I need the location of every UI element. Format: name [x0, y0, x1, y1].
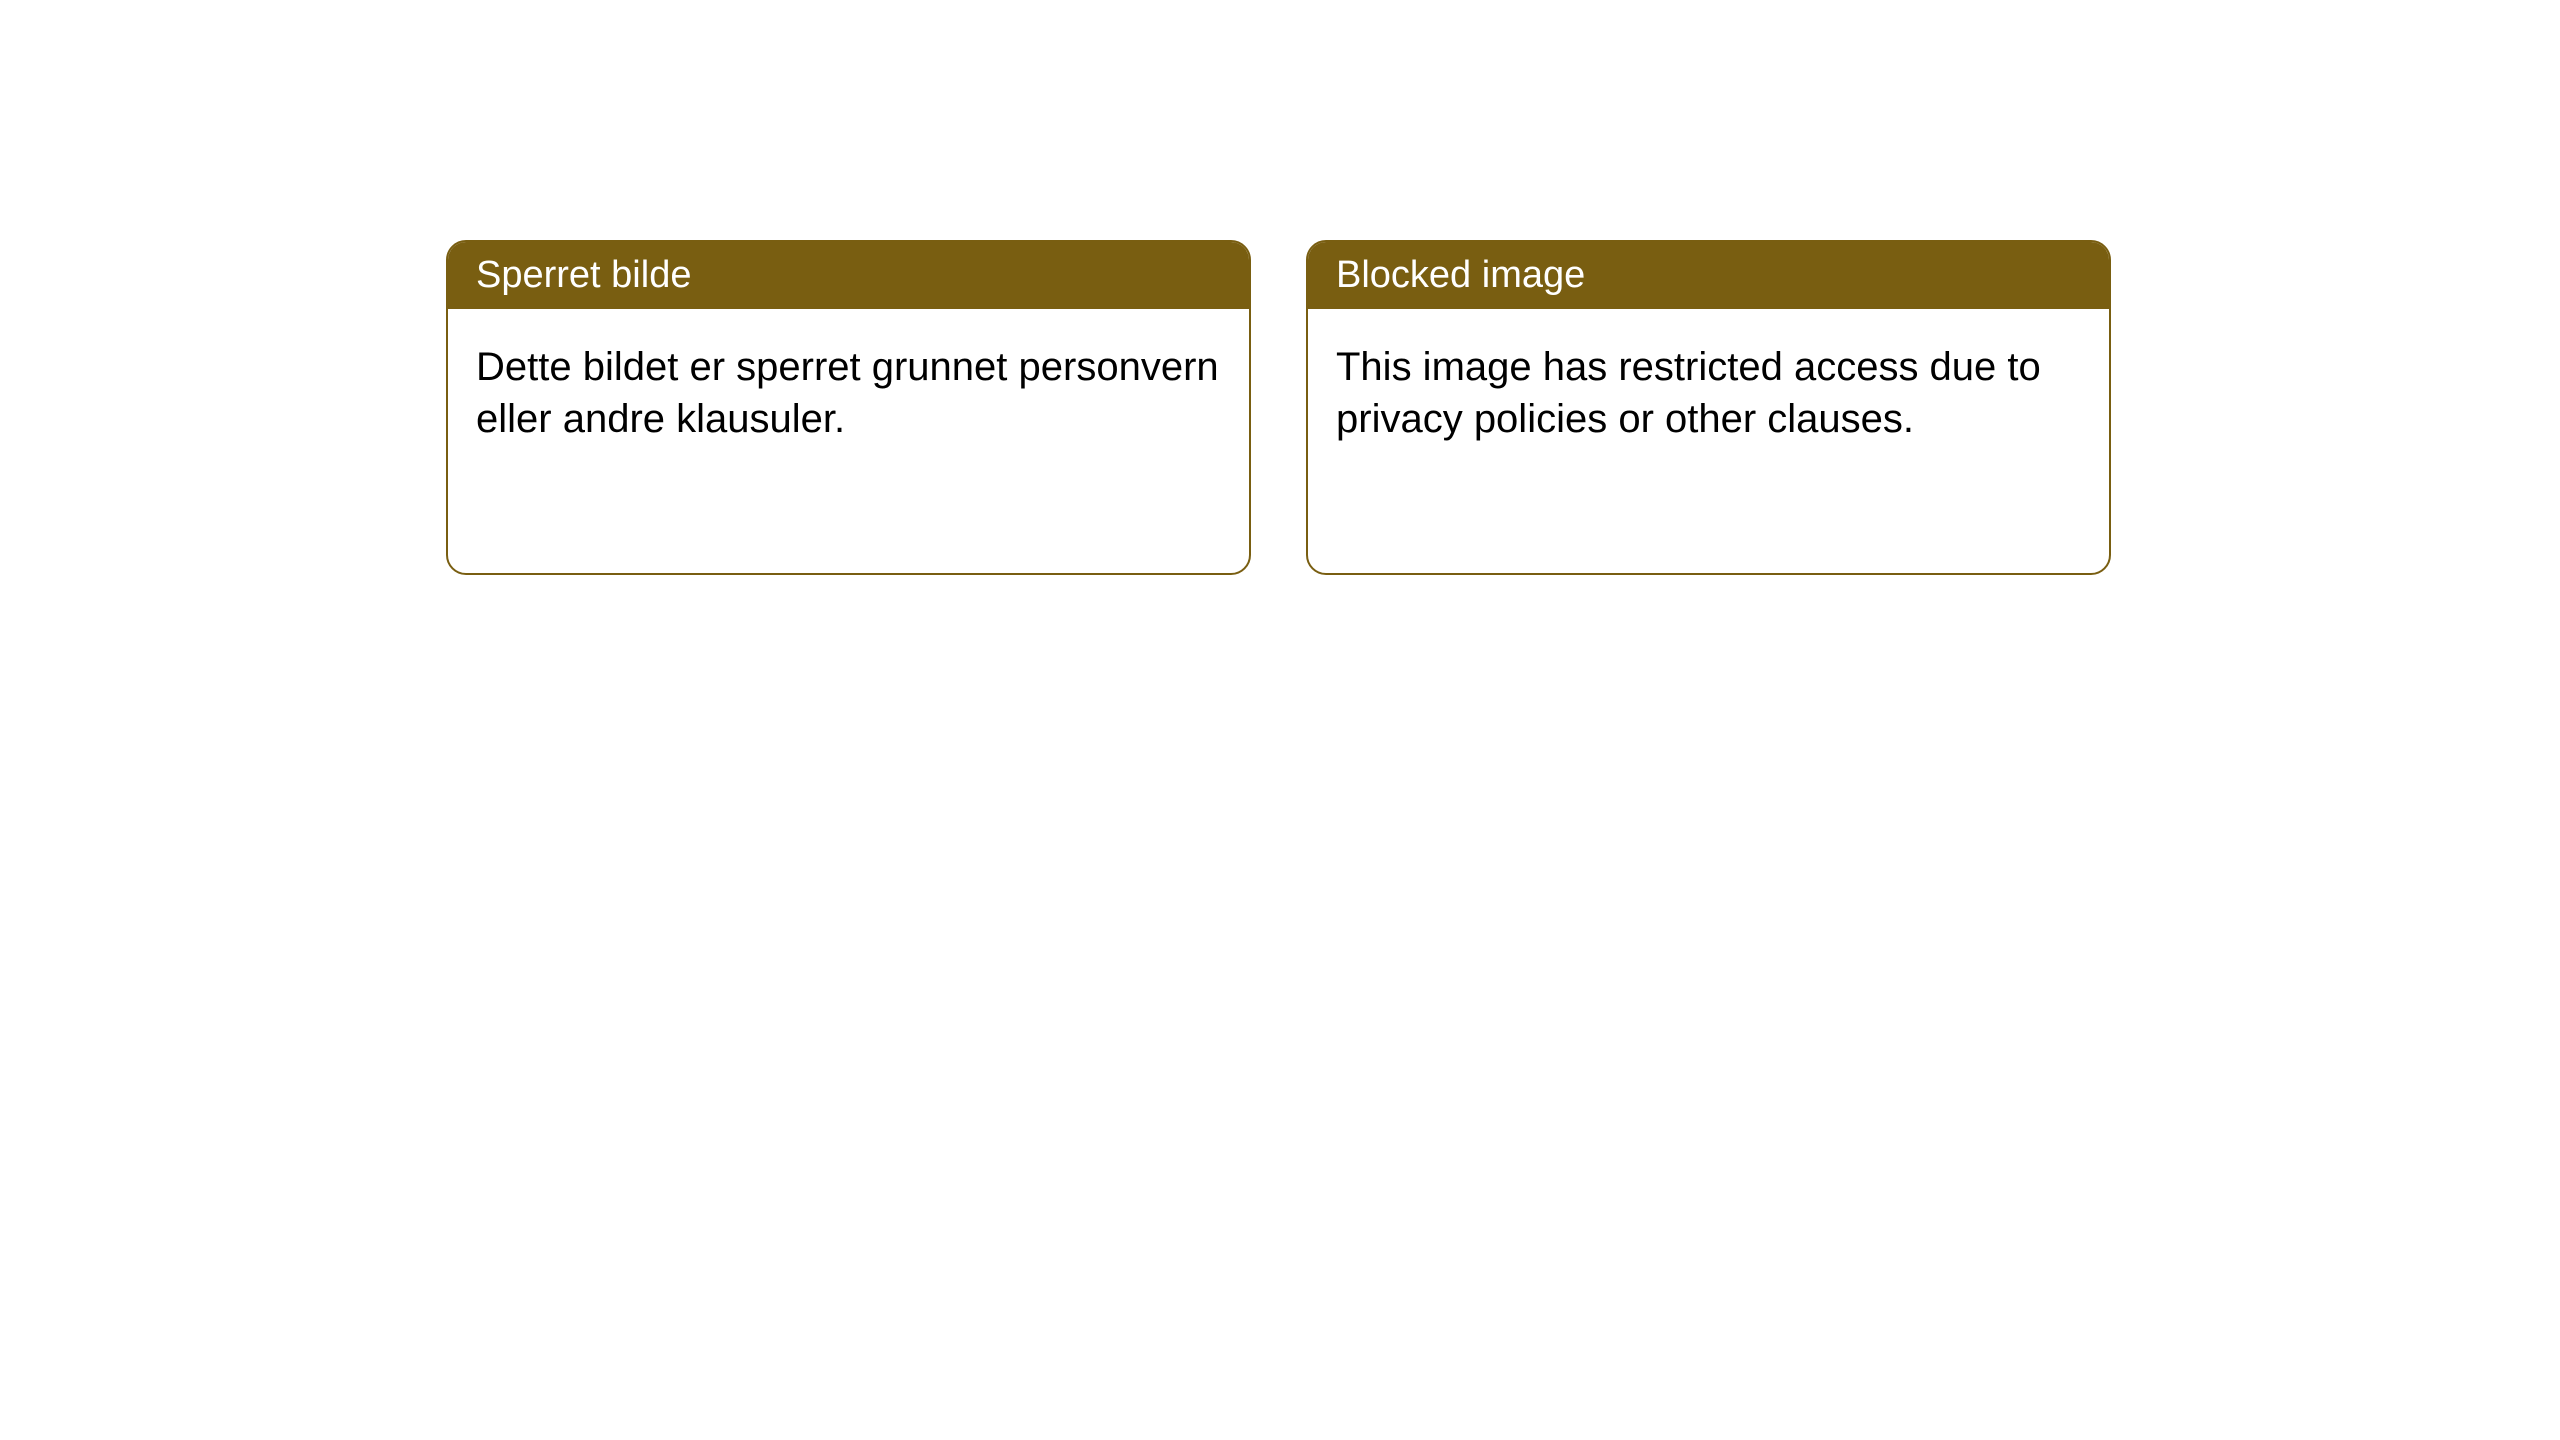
notice-body-text: This image has restricted access due to …: [1336, 345, 2041, 441]
notice-card-english: Blocked image This image has restricted …: [1306, 240, 2111, 575]
notice-card-norwegian: Sperret bilde Dette bildet er sperret gr…: [446, 240, 1251, 575]
notice-body: This image has restricted access due to …: [1308, 309, 2109, 477]
notice-body-text: Dette bildet er sperret grunnet personve…: [476, 345, 1219, 441]
notice-container: Sperret bilde Dette bildet er sperret gr…: [0, 0, 2560, 575]
notice-header: Sperret bilde: [448, 242, 1249, 309]
notice-title: Sperret bilde: [476, 254, 691, 296]
notice-body: Dette bildet er sperret grunnet personve…: [448, 309, 1249, 477]
notice-header: Blocked image: [1308, 242, 2109, 309]
notice-title: Blocked image: [1336, 254, 1585, 296]
